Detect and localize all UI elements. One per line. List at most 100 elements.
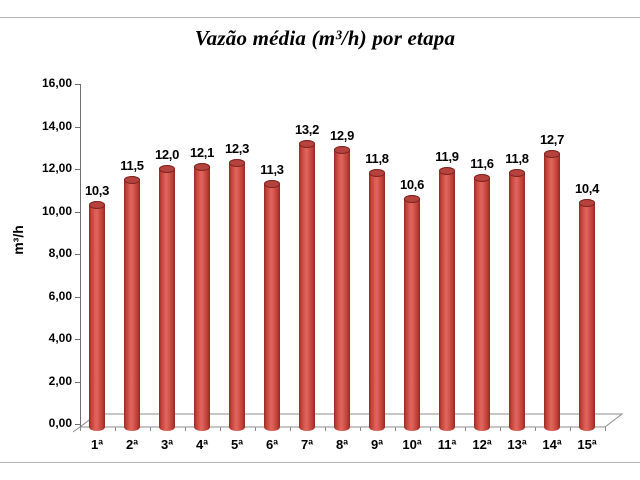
bar bbox=[264, 179, 280, 431]
x-category-label: 10ª bbox=[402, 437, 422, 452]
bar-bottom-ellipse bbox=[264, 423, 280, 431]
bar-top-ellipse bbox=[124, 175, 140, 184]
bar-body bbox=[264, 183, 280, 427]
bar-body bbox=[159, 169, 175, 427]
bar-top-ellipse bbox=[404, 194, 420, 203]
bar-top-ellipse bbox=[194, 162, 210, 171]
y-tick-label: 6,00 bbox=[48, 289, 72, 303]
bottom-border-line bbox=[0, 462, 640, 463]
bar bbox=[474, 173, 490, 431]
bar-value-label: 11,8 bbox=[505, 151, 529, 167]
bar-top-ellipse bbox=[369, 169, 385, 178]
bar bbox=[159, 165, 175, 431]
bar bbox=[124, 175, 140, 431]
y-tick-label: 10,00 bbox=[41, 204, 72, 218]
bar-top-ellipse bbox=[544, 150, 560, 159]
bar-top-ellipse bbox=[159, 165, 175, 173]
bar-bottom-ellipse bbox=[299, 423, 315, 431]
x-category-label: 9ª bbox=[370, 437, 384, 452]
bar-top-ellipse bbox=[229, 158, 245, 167]
bar bbox=[334, 145, 350, 431]
x-category-label: 8ª bbox=[335, 437, 349, 452]
y-tick-label: 14,00 bbox=[41, 119, 72, 133]
y-tick-label: 4,00 bbox=[48, 331, 72, 345]
bar bbox=[579, 199, 595, 431]
bar-body bbox=[229, 162, 245, 427]
x-category-label: 12ª bbox=[472, 437, 492, 452]
bar-body bbox=[299, 143, 315, 427]
bar-top-ellipse bbox=[579, 199, 595, 207]
bar-bottom-ellipse bbox=[474, 423, 490, 431]
bar-bottom-ellipse bbox=[439, 423, 455, 431]
x-category-label: 13ª bbox=[507, 437, 527, 452]
x-category-label: 6ª bbox=[265, 437, 279, 452]
x-category-label: 2ª bbox=[125, 437, 139, 452]
y-tick-label: 2,00 bbox=[48, 374, 72, 388]
bar-value-label: 11,3 bbox=[260, 161, 284, 177]
bar-bottom-ellipse bbox=[159, 423, 175, 431]
x-category-label: 5ª bbox=[230, 437, 244, 452]
bar bbox=[194, 162, 210, 431]
bar-body bbox=[194, 166, 210, 427]
bar-body bbox=[404, 198, 420, 427]
bar-body bbox=[369, 173, 385, 427]
bar-top-ellipse bbox=[264, 179, 280, 188]
y-axis-ticks bbox=[75, 84, 80, 425]
bar bbox=[89, 201, 105, 431]
bar-bottom-ellipse bbox=[369, 423, 385, 431]
bar-value-label: 12,9 bbox=[329, 127, 355, 143]
bar-bottom-ellipse bbox=[579, 423, 595, 431]
x-axis-ticks bbox=[80, 427, 606, 431]
y-tick-label: 16,00 bbox=[41, 76, 72, 90]
bar-bottom-ellipse bbox=[194, 423, 210, 431]
bar-top-ellipse bbox=[474, 173, 490, 182]
bar bbox=[229, 158, 245, 431]
bar-bottom-ellipse bbox=[229, 423, 245, 431]
bar bbox=[544, 150, 560, 431]
bar-value-label: 12,1 bbox=[189, 144, 215, 160]
y-tick-label: 0,00 bbox=[48, 416, 72, 430]
bar-bottom-ellipse bbox=[334, 423, 350, 431]
x-category-label: 14ª bbox=[542, 437, 562, 452]
bar-body bbox=[474, 177, 490, 427]
bar-value-label: 12,7 bbox=[539, 132, 565, 148]
bar-value-label: 10,3 bbox=[84, 183, 110, 199]
bar-value-label: 13,2 bbox=[294, 121, 320, 137]
top-border-line bbox=[0, 17, 640, 18]
bar-bottom-ellipse bbox=[404, 423, 420, 431]
bar-value-label: 11,6 bbox=[470, 155, 494, 171]
x-category-label: 15ª bbox=[577, 437, 597, 452]
chart-title: Vazão média (m³/h) por etapa bbox=[194, 26, 456, 50]
bar-value-label: 10,4 bbox=[574, 181, 600, 196]
bar-body bbox=[439, 171, 455, 427]
origin-depth-tick bbox=[72, 426, 81, 433]
bar bbox=[439, 167, 455, 431]
bar-body bbox=[579, 203, 595, 427]
bar-top-ellipse bbox=[509, 169, 525, 178]
bar-body bbox=[334, 149, 350, 427]
bar bbox=[509, 169, 525, 431]
bar-top-ellipse bbox=[334, 145, 350, 154]
bar bbox=[404, 194, 420, 431]
bar-body bbox=[544, 154, 560, 427]
x-category-label: 1ª bbox=[90, 437, 104, 452]
bar-top-ellipse bbox=[439, 167, 455, 176]
y-tick-label: 8,00 bbox=[48, 246, 72, 260]
bar-body bbox=[509, 173, 525, 427]
bar-bottom-ellipse bbox=[509, 423, 525, 431]
bar-value-label: 11,5 bbox=[120, 157, 144, 173]
bar-bottom-ellipse bbox=[89, 423, 105, 431]
x-category-label: 11ª bbox=[437, 437, 457, 452]
bar-value-label: 10,6 bbox=[399, 176, 425, 192]
bar-bottom-ellipse bbox=[544, 423, 560, 431]
bar-value-label: 11,8 bbox=[365, 151, 389, 167]
bar-top-ellipse bbox=[299, 139, 315, 148]
x-category-label: 3ª bbox=[160, 437, 174, 452]
y-tick-label: 12,00 bbox=[41, 161, 72, 175]
bar-top-ellipse bbox=[89, 201, 105, 210]
bar-bottom-ellipse bbox=[124, 423, 140, 431]
bar-value-label: 11,9 bbox=[435, 149, 459, 165]
bar-value-label: 12,0 bbox=[154, 147, 180, 162]
bar-body bbox=[89, 205, 105, 427]
